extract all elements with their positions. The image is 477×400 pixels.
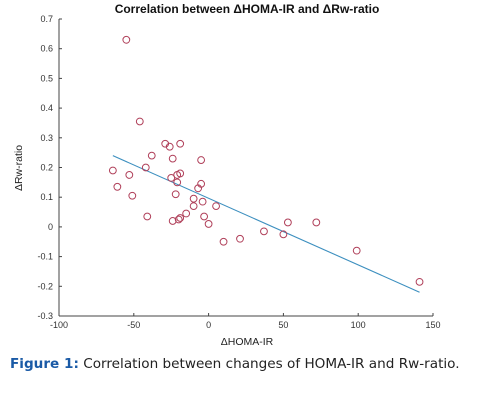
data-point [168,217,177,225]
data-point [168,154,177,163]
figure-label: Figure 1: [10,356,79,372]
data-point [176,214,185,222]
data-point [197,156,206,164]
data-point [260,227,268,236]
data-point [143,212,152,221]
scatter-chart: Correlation between ΔHOMA-IR and ΔRw-rat… [13,2,441,348]
caption-text: Correlation between changes of HOMA-IR a… [78,356,460,372]
data-point [165,142,174,151]
y-tick-label: 0.5 [40,73,53,83]
data-point [173,178,182,187]
y-tick-label: -0.2 [37,281,53,291]
data-point [171,190,180,199]
data-points [108,35,424,286]
x-tick-label: -100 [50,320,68,330]
data-point [189,194,198,203]
y-tick-label: 0.6 [40,44,53,54]
y-tick-label: 0.7 [40,14,53,24]
data-point [128,191,137,200]
data-point [204,220,213,228]
x-tick-label: 150 [425,320,440,330]
trend-line-group [112,155,420,293]
data-point [212,202,220,211]
y-tick-label: 0.4 [40,103,53,113]
data-point [176,139,185,148]
x-tick-label: -50 [127,320,140,330]
x-axis-label: ΔHOMA-IR [221,336,274,348]
data-point [141,163,150,172]
data-point [415,277,424,286]
data-point [135,117,144,126]
data-point [108,166,117,175]
trend-line [112,155,420,293]
y-tick-label: 0 [48,222,53,232]
data-point [198,197,207,206]
data-point [167,173,176,182]
x-tick-label: 100 [351,320,366,330]
y-tick-label: -0.1 [37,252,53,262]
data-point [200,212,209,221]
y-tick-label: 0.2 [40,163,53,173]
chart-title: Correlation between ΔHOMA-IR and ΔRw-rat… [115,2,380,16]
data-point [176,169,185,178]
data-point [147,151,156,160]
data-point [279,230,288,239]
data-point [125,171,134,179]
tick-labels: -100 -50 0 50 100 150 -0.3 -0.2 -0.1 0 0.1 0.2 0.3 0.… [37,14,440,330]
axes [58,18,434,317]
y-tick-label: -0.3 [37,311,53,321]
data-point [189,202,198,211]
data-point [122,35,131,44]
y-tick-label: 0.1 [40,192,53,202]
figure-caption: Figure 1: Correlation between changes of… [10,354,472,375]
x-tick-label: 50 [278,320,288,330]
data-point [219,237,228,246]
y-axis-label: ΔRw-ratio [13,145,25,191]
data-point [352,246,361,255]
data-point [236,234,244,243]
data-point [174,215,183,224]
data-point [312,218,321,227]
data-point [197,179,206,188]
y-tick-label: 0.3 [40,133,53,143]
x-tick-label: 0 [206,320,211,330]
data-point [113,182,122,191]
data-point [182,209,191,218]
data-point [283,218,292,227]
